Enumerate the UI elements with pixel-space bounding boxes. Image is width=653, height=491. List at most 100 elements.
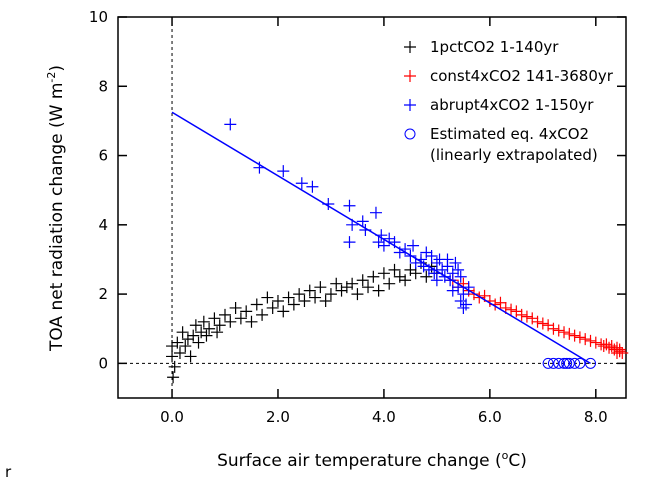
point bbox=[250, 298, 263, 311]
point bbox=[219, 308, 232, 321]
point bbox=[452, 263, 465, 276]
point bbox=[454, 270, 467, 283]
point bbox=[409, 267, 422, 280]
point bbox=[369, 206, 382, 219]
x-label-part: Surface air temperature change ( bbox=[217, 451, 502, 471]
point bbox=[568, 329, 581, 342]
legend-marker bbox=[404, 128, 416, 140]
point bbox=[189, 319, 202, 332]
point bbox=[240, 305, 253, 318]
point bbox=[563, 327, 576, 340]
point bbox=[404, 263, 417, 276]
point bbox=[547, 357, 559, 369]
point bbox=[505, 303, 518, 316]
point bbox=[558, 326, 571, 339]
point bbox=[547, 322, 560, 335]
point bbox=[600, 338, 613, 351]
x-tick-label: 8.0 bbox=[584, 408, 608, 426]
point bbox=[420, 246, 433, 259]
point bbox=[553, 357, 565, 369]
point bbox=[343, 199, 356, 212]
point bbox=[613, 343, 626, 356]
legend-label: Estimated eq. 4xCO2 bbox=[430, 125, 589, 143]
x-tick-label: 2.0 bbox=[266, 408, 290, 426]
point bbox=[184, 350, 197, 363]
point bbox=[224, 118, 237, 131]
point bbox=[494, 296, 507, 309]
point bbox=[605, 340, 618, 353]
point bbox=[340, 281, 353, 294]
point bbox=[261, 291, 274, 304]
point bbox=[393, 270, 406, 283]
point bbox=[192, 336, 205, 349]
point bbox=[282, 291, 295, 304]
point bbox=[195, 326, 208, 339]
point bbox=[166, 340, 179, 353]
point bbox=[454, 295, 467, 308]
point bbox=[266, 301, 279, 314]
point bbox=[303, 284, 316, 297]
y-tick-label: 2 bbox=[98, 285, 108, 303]
point bbox=[197, 315, 210, 328]
x-tick-label: 0.0 bbox=[160, 408, 184, 426]
y-tick-label: 4 bbox=[98, 216, 108, 234]
legend-label: 1pctCO2 1-140yr bbox=[430, 38, 559, 56]
y-axis-label: TOA net radiation change (W m-2) bbox=[45, 65, 67, 352]
point bbox=[526, 312, 539, 325]
y-tick-label: 8 bbox=[98, 77, 108, 95]
point bbox=[430, 256, 443, 269]
x-tick-label: 6.0 bbox=[478, 408, 502, 426]
point bbox=[362, 281, 375, 294]
point bbox=[407, 239, 420, 252]
footnote: r bbox=[5, 463, 12, 481]
point bbox=[295, 177, 308, 190]
legend-marker bbox=[404, 70, 416, 82]
point bbox=[330, 277, 343, 290]
point bbox=[520, 310, 533, 323]
point bbox=[457, 288, 470, 301]
point bbox=[173, 346, 186, 359]
point bbox=[309, 291, 322, 304]
point bbox=[293, 288, 306, 301]
point bbox=[449, 256, 462, 269]
point bbox=[558, 357, 570, 369]
point bbox=[579, 333, 592, 346]
point bbox=[420, 270, 433, 283]
x-label-sup: o bbox=[502, 449, 509, 462]
point bbox=[377, 239, 390, 252]
y-tick-label: 6 bbox=[98, 147, 108, 165]
point bbox=[515, 308, 528, 321]
point bbox=[536, 317, 549, 330]
point bbox=[367, 270, 380, 283]
y-tick-label: 10 bbox=[89, 8, 108, 26]
point bbox=[319, 295, 332, 308]
point bbox=[574, 357, 586, 369]
point bbox=[441, 253, 454, 266]
point bbox=[563, 357, 575, 369]
point bbox=[277, 305, 290, 318]
legend-marker bbox=[404, 41, 416, 53]
point bbox=[399, 274, 412, 287]
plot-frame bbox=[117, 16, 627, 399]
fit-line bbox=[171, 111, 591, 365]
point bbox=[245, 315, 258, 328]
point bbox=[224, 315, 237, 328]
legend-label: const4xCO2 141-3680yr bbox=[430, 67, 614, 85]
legend-marker bbox=[404, 99, 416, 111]
point bbox=[229, 301, 242, 314]
point bbox=[561, 357, 573, 369]
point bbox=[203, 322, 216, 335]
point bbox=[213, 319, 226, 332]
point bbox=[343, 236, 356, 249]
point bbox=[167, 371, 180, 384]
point bbox=[473, 291, 486, 304]
point bbox=[187, 329, 200, 342]
point bbox=[208, 312, 221, 325]
point bbox=[589, 336, 602, 349]
point bbox=[460, 298, 473, 311]
point bbox=[552, 324, 565, 337]
point bbox=[234, 312, 247, 325]
point bbox=[271, 295, 284, 308]
y-label-part: TOA net radiation change (W m bbox=[47, 83, 67, 352]
